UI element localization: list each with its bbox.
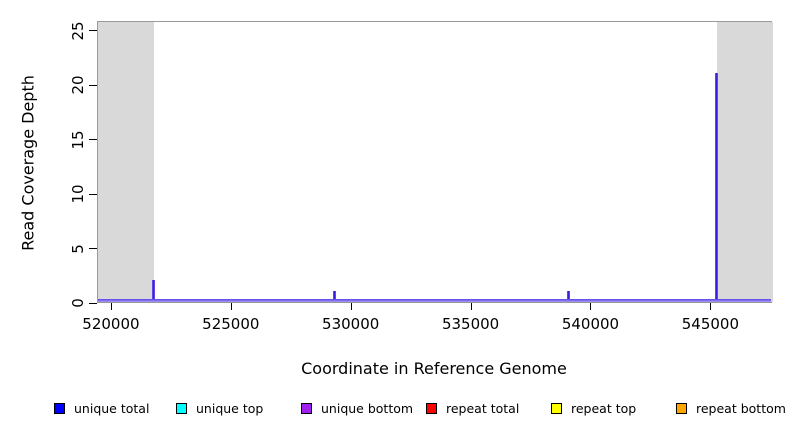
y-tick <box>89 84 97 86</box>
shaded-region <box>98 22 154 302</box>
legend-swatch-unique-bottom <box>301 403 312 414</box>
x-tick-label: 535000 <box>441 315 500 333</box>
y-tick-label: 5 <box>69 243 87 254</box>
x-tick <box>110 303 112 310</box>
x-tick-label: 525000 <box>202 315 260 333</box>
x-tick-label: 540000 <box>561 315 620 333</box>
x-tick <box>710 303 712 310</box>
x-tick-label: 520000 <box>82 315 140 333</box>
legend-label: unique total <box>74 401 150 416</box>
y-tick-label: 0 <box>69 298 87 308</box>
coverage-spike <box>715 73 719 302</box>
legend-swatch-unique-top <box>176 403 187 414</box>
x-tick <box>230 303 232 310</box>
legend-item: repeat total <box>426 401 519 416</box>
legend-item: unique bottom <box>301 401 413 416</box>
legend-label: repeat total <box>446 401 520 416</box>
y-tick <box>89 139 97 141</box>
y-tick-label: 10 <box>69 184 87 204</box>
x-axis-title: Coordinate in Reference Genome <box>301 359 567 378</box>
y-tick <box>89 302 97 304</box>
y-tick-label: 25 <box>69 21 87 41</box>
plot-area <box>97 21 773 303</box>
legend-item: repeat bottom <box>676 401 786 416</box>
legend-label: repeat top <box>571 401 637 416</box>
legend-label: unique top <box>196 401 264 416</box>
coverage-spike <box>333 291 337 302</box>
y-tick <box>89 248 97 250</box>
legend-swatch-repeat-total <box>426 403 437 414</box>
shaded-region <box>716 22 773 302</box>
legend-swatch-repeat-top <box>551 403 562 414</box>
x-tick <box>350 303 352 310</box>
legend-item: repeat top <box>551 401 636 416</box>
x-tick-label: 545000 <box>681 315 739 333</box>
legend-label: repeat bottom <box>696 401 786 416</box>
legend-swatch-unique-total <box>54 403 65 414</box>
legend-item: unique top <box>176 401 263 416</box>
legend-label: unique bottom <box>321 401 414 416</box>
y-tick-label: 20 <box>69 75 87 95</box>
coverage-spike <box>567 291 571 302</box>
coverage-baseline <box>98 299 771 302</box>
x-tick <box>590 303 592 310</box>
y-tick <box>89 30 97 32</box>
x-tick-label: 530000 <box>322 315 380 333</box>
x-tick <box>470 303 472 310</box>
coverage-spike <box>152 280 156 302</box>
legend-swatch-repeat-bottom <box>676 403 687 414</box>
y-axis-title: Read Coverage Depth <box>18 75 38 251</box>
legend-item: unique total <box>54 401 149 416</box>
y-tick <box>89 193 97 195</box>
y-tick-label: 15 <box>69 130 87 150</box>
